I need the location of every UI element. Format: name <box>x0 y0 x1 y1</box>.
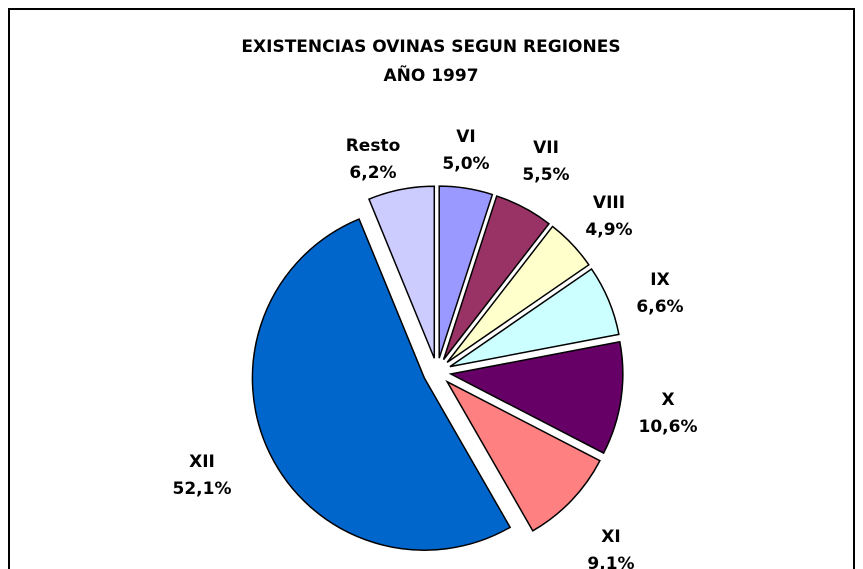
pie-slice <box>448 340 624 455</box>
slice-name: VI <box>456 127 475 147</box>
slice-name: Resto <box>346 136 401 156</box>
slice-value: 52,1% <box>173 479 232 499</box>
slice-value: 6,2% <box>349 163 396 183</box>
slice-name: XI <box>601 527 620 547</box>
slice-value: 6,6% <box>636 297 683 317</box>
slice-name: VIII <box>593 193 625 213</box>
slice-value: 10,6% <box>639 417 698 437</box>
pie-slice <box>445 379 601 532</box>
slice-value: 5,0% <box>442 154 489 174</box>
slice-name: XII <box>189 452 215 472</box>
slice-name: X <box>661 390 674 410</box>
slice-value: 9,1% <box>587 554 634 569</box>
chart-subtitle: AÑO 1997 <box>383 63 478 86</box>
pie-slice <box>446 225 590 364</box>
pie-slice <box>442 195 551 361</box>
pie-slice <box>449 267 620 368</box>
chart-title: EXISTENCIAS OVINAS SEGUN REGIONES <box>241 37 620 57</box>
slice-name: VII <box>533 138 559 158</box>
chart-frame <box>8 8 855 569</box>
pie-slice <box>251 218 512 551</box>
pie-slice <box>438 185 494 359</box>
slice-value: 5,5% <box>522 165 569 185</box>
slice-value: 4,9% <box>585 220 632 240</box>
pie-slice <box>367 185 436 359</box>
slice-name: IX <box>650 270 669 290</box>
